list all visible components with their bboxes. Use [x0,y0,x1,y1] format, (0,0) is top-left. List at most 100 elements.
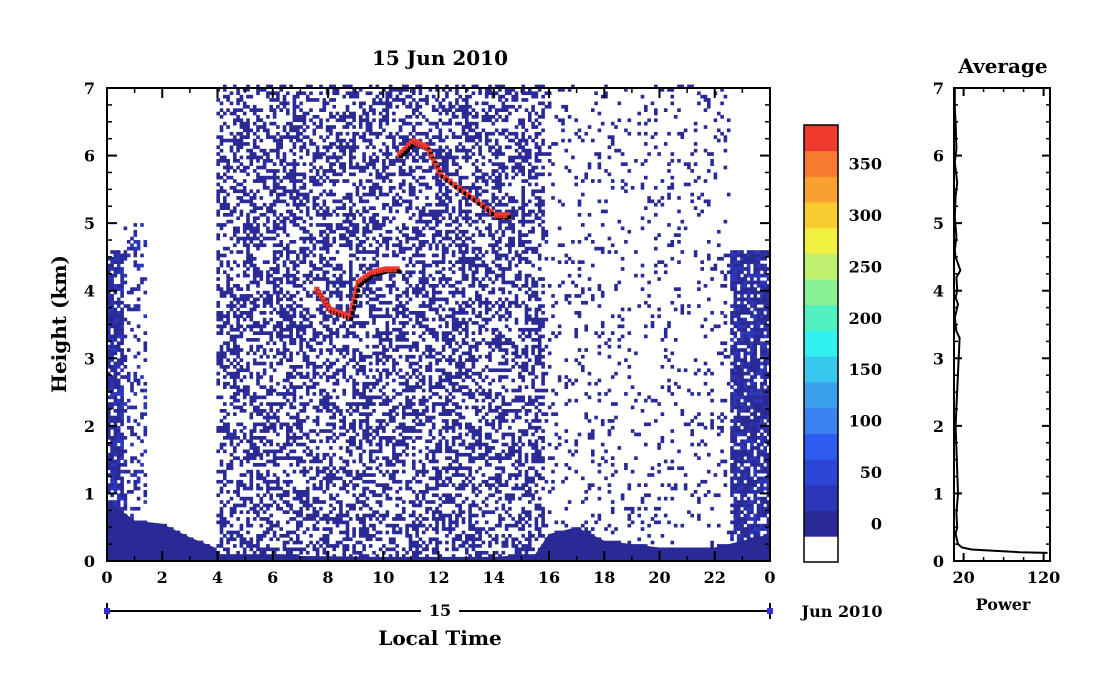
heat-cell [252,463,257,467]
heat-cell [292,395,297,400]
heat-cell [402,405,406,410]
heat-cell [415,554,419,558]
heat-cell [382,101,386,106]
heat-cell [431,277,436,281]
heat-cell [339,294,343,298]
heat-cell [438,260,443,264]
heat-cell [358,554,363,558]
heat-cell [242,327,247,332]
heat-cell [262,422,267,427]
heat-cell [266,517,270,521]
heat-cell [398,321,403,325]
heat-cell [279,138,284,143]
heat-cell [412,544,416,548]
heat-cell [289,260,293,264]
heat-cell [325,145,330,150]
heat-cell [421,115,426,119]
heat-cell [345,378,350,383]
heat-cell [378,378,383,383]
heat-cell [445,409,449,413]
heat-cell [309,250,313,254]
heat-cell [282,510,287,514]
heat-cell [249,94,254,99]
heat-cell [345,84,350,89]
heat-cell [249,324,254,329]
heat-cell [252,550,257,555]
heat-cell [352,135,356,139]
heat-cell [375,456,380,460]
heat-cell [242,473,247,477]
heat-cell [282,260,287,264]
heat-cell [372,385,376,389]
heat-cell [296,270,300,275]
heat-cell [342,459,347,464]
heat-cell [398,452,403,457]
heat-cell [262,165,267,170]
heat-cell [107,267,111,271]
heat-cell [296,365,300,369]
heat-cell [315,125,320,129]
heat-cell [312,199,317,204]
heat-cell [229,371,234,376]
heat-cell [345,108,350,112]
heat-cell [233,297,237,302]
heat-cell [349,145,353,150]
heat-cell [272,148,277,153]
heat-cell [296,196,300,200]
heat-cell [292,240,297,244]
heat-cell [415,101,419,106]
heat-cell [345,243,350,248]
heat-cell [279,135,284,139]
heat-cell [408,388,413,393]
heat-cell [315,223,320,227]
heat-cell [242,500,247,504]
heat-cell [349,192,353,197]
heat-cell [219,506,224,511]
heat-cell [269,108,274,112]
heat-cell [395,439,400,444]
heat-cell [335,280,340,285]
heat-cell [256,179,260,183]
heat-cell [349,425,353,430]
heat-cell [382,392,386,396]
heat-cell [435,540,439,545]
heat-cell [107,327,111,332]
heat-cell [388,284,393,288]
heat-cell [309,429,313,433]
heat-cell [398,513,403,518]
heat-cell [120,280,124,285]
heat-cell [223,84,227,89]
heat-cell [312,253,317,258]
heat-cell [395,412,400,416]
heat-cell [375,395,380,400]
heat-cell [325,125,330,129]
heat-cell [421,395,426,400]
heat-cell [256,280,260,285]
heat-cell [332,321,337,325]
heat-cell [368,304,373,308]
heat-cell [262,436,267,440]
heat-cell [431,527,436,531]
heat-cell [358,527,363,531]
heat-cell [116,385,121,389]
heat-cell [382,338,386,342]
heat-cell [113,395,118,400]
heat-cell [219,189,224,194]
heat-cell [256,226,260,231]
heat-cell [412,253,416,258]
heat-cell [256,452,260,457]
heat-cell [368,395,373,400]
heat-cell [355,256,360,261]
heat-cell [438,375,443,379]
heat-cell [412,290,416,295]
heat-cell [246,172,250,177]
heat-cell [362,206,366,210]
heat-cell [266,155,270,160]
heat-cell [259,476,264,481]
heat-cell [345,439,350,444]
heat-cell [415,233,419,237]
heat-cell [368,125,373,129]
heat-cell [352,388,356,393]
heat-cell [305,361,310,366]
heat-cell [246,517,250,521]
